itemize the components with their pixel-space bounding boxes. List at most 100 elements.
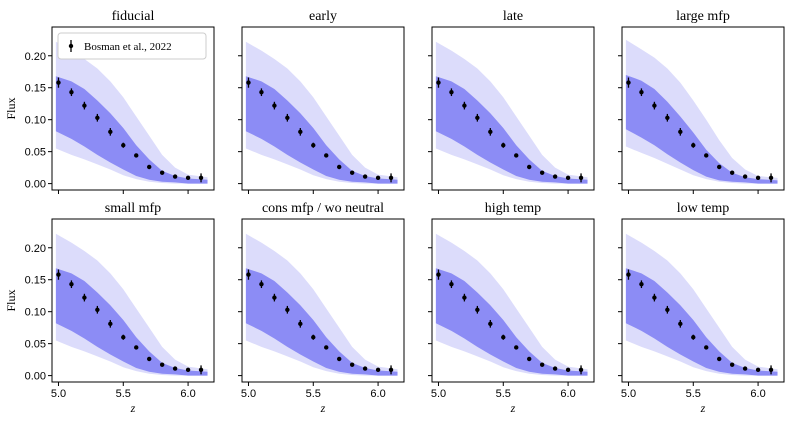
data-point	[388, 175, 394, 181]
data-point	[121, 143, 126, 148]
panel-title: late	[503, 9, 523, 24]
x-tick-label: 6.0	[370, 388, 385, 400]
inner-confidence-band	[435, 268, 588, 376]
data-point	[324, 153, 329, 158]
x-axis-label: z	[320, 401, 326, 415]
panel-title: large mfp	[676, 9, 730, 24]
data-point	[704, 153, 709, 158]
data-point	[56, 272, 61, 277]
data-point	[729, 170, 735, 175]
data-point	[768, 367, 774, 373]
data-point	[362, 366, 368, 371]
axes-frame	[241, 26, 405, 191]
y-tick-label: 0.20	[25, 51, 46, 63]
inner-confidence-band	[245, 76, 398, 184]
data-point	[349, 362, 355, 367]
y-tick-label: 0.10	[25, 115, 46, 127]
data-point	[436, 80, 441, 85]
data-point	[639, 90, 644, 95]
data-point	[475, 307, 480, 312]
legend-box	[57, 32, 207, 60]
data-point	[82, 295, 87, 300]
y-tick-label: 0.05	[25, 339, 46, 351]
data-point	[172, 174, 178, 179]
data-point	[717, 164, 722, 170]
data-point	[678, 129, 683, 135]
panel: high temp 5.0 5.5 6.0 z	[428, 201, 595, 415]
data-point	[436, 272, 441, 277]
data-point	[755, 367, 761, 373]
x-axis-label: z	[700, 401, 706, 415]
panel-title: fiducial	[112, 9, 155, 24]
data-point	[488, 129, 493, 135]
data-point	[259, 90, 264, 95]
data-point	[578, 175, 584, 181]
data-point	[172, 366, 178, 371]
data-point	[501, 335, 506, 340]
data-point	[678, 321, 683, 327]
legend-label: Bosman et al., 2022	[84, 41, 172, 53]
data-point	[388, 367, 394, 373]
axes-frame	[51, 26, 215, 191]
data-point	[704, 345, 709, 350]
data-point	[311, 335, 316, 340]
data-point	[578, 367, 584, 373]
panel: fiducial 0.00 0.05 0.10 0.15 0.20 Flux Bosman e…	[4, 9, 215, 194]
data-point	[185, 367, 191, 373]
panel-title: high temp	[485, 201, 541, 216]
data-point	[134, 345, 139, 350]
data-point	[665, 307, 670, 312]
panel: early	[238, 9, 405, 194]
data-point	[108, 321, 113, 327]
data-point	[729, 362, 735, 367]
data-point	[134, 153, 139, 158]
data-point	[82, 103, 87, 108]
data-point	[337, 356, 342, 362]
axes-frame	[621, 218, 785, 383]
y-axis-label: Flux	[4, 289, 18, 311]
data-point	[298, 321, 303, 327]
data-point	[691, 143, 696, 148]
x-tick-label: 5.0	[51, 388, 66, 400]
x-axis-label: z	[130, 401, 136, 415]
data-point	[95, 307, 100, 312]
data-point	[311, 143, 316, 148]
panel: large mfp	[618, 9, 785, 194]
data-point	[185, 175, 191, 181]
y-tick-label: 0.05	[25, 147, 46, 159]
data-point	[626, 272, 631, 277]
data-point	[652, 103, 657, 108]
inner-confidence-band	[55, 76, 208, 184]
x-tick-label: 6.0	[180, 388, 195, 400]
panel: small mfp 5.0 5.5 6.0 0.00 0.05 0.10 0.15 0.20 z F…	[4, 201, 215, 415]
y-tick-label: 0.15	[25, 275, 46, 287]
data-point	[665, 115, 670, 120]
data-point	[298, 129, 303, 135]
data-point	[198, 367, 204, 373]
data-point	[159, 362, 165, 367]
data-point	[198, 175, 204, 181]
y-tick-label: 0.00	[25, 371, 46, 383]
x-tick-label: 6.0	[560, 388, 575, 400]
data-point	[375, 175, 381, 181]
data-point	[475, 115, 480, 120]
axes-frame	[621, 26, 785, 191]
inner-confidence-band	[625, 268, 778, 376]
data-point	[147, 356, 152, 362]
data-point	[552, 366, 558, 371]
y-tick-label: 0.20	[25, 243, 46, 255]
data-point	[349, 170, 355, 175]
data-point	[717, 356, 722, 362]
data-point	[362, 174, 368, 179]
x-tick-label: 5.0	[241, 388, 256, 400]
y-axis-label: Flux	[4, 97, 18, 119]
data-point	[108, 129, 113, 135]
data-point	[565, 367, 571, 373]
y-tick-label: 0.00	[25, 179, 46, 191]
data-point	[565, 175, 571, 181]
data-point	[147, 164, 152, 170]
x-axis-label: z	[510, 401, 516, 415]
legend: Bosman et al., 2022	[57, 32, 207, 60]
x-tick-label: 5.5	[116, 388, 131, 400]
